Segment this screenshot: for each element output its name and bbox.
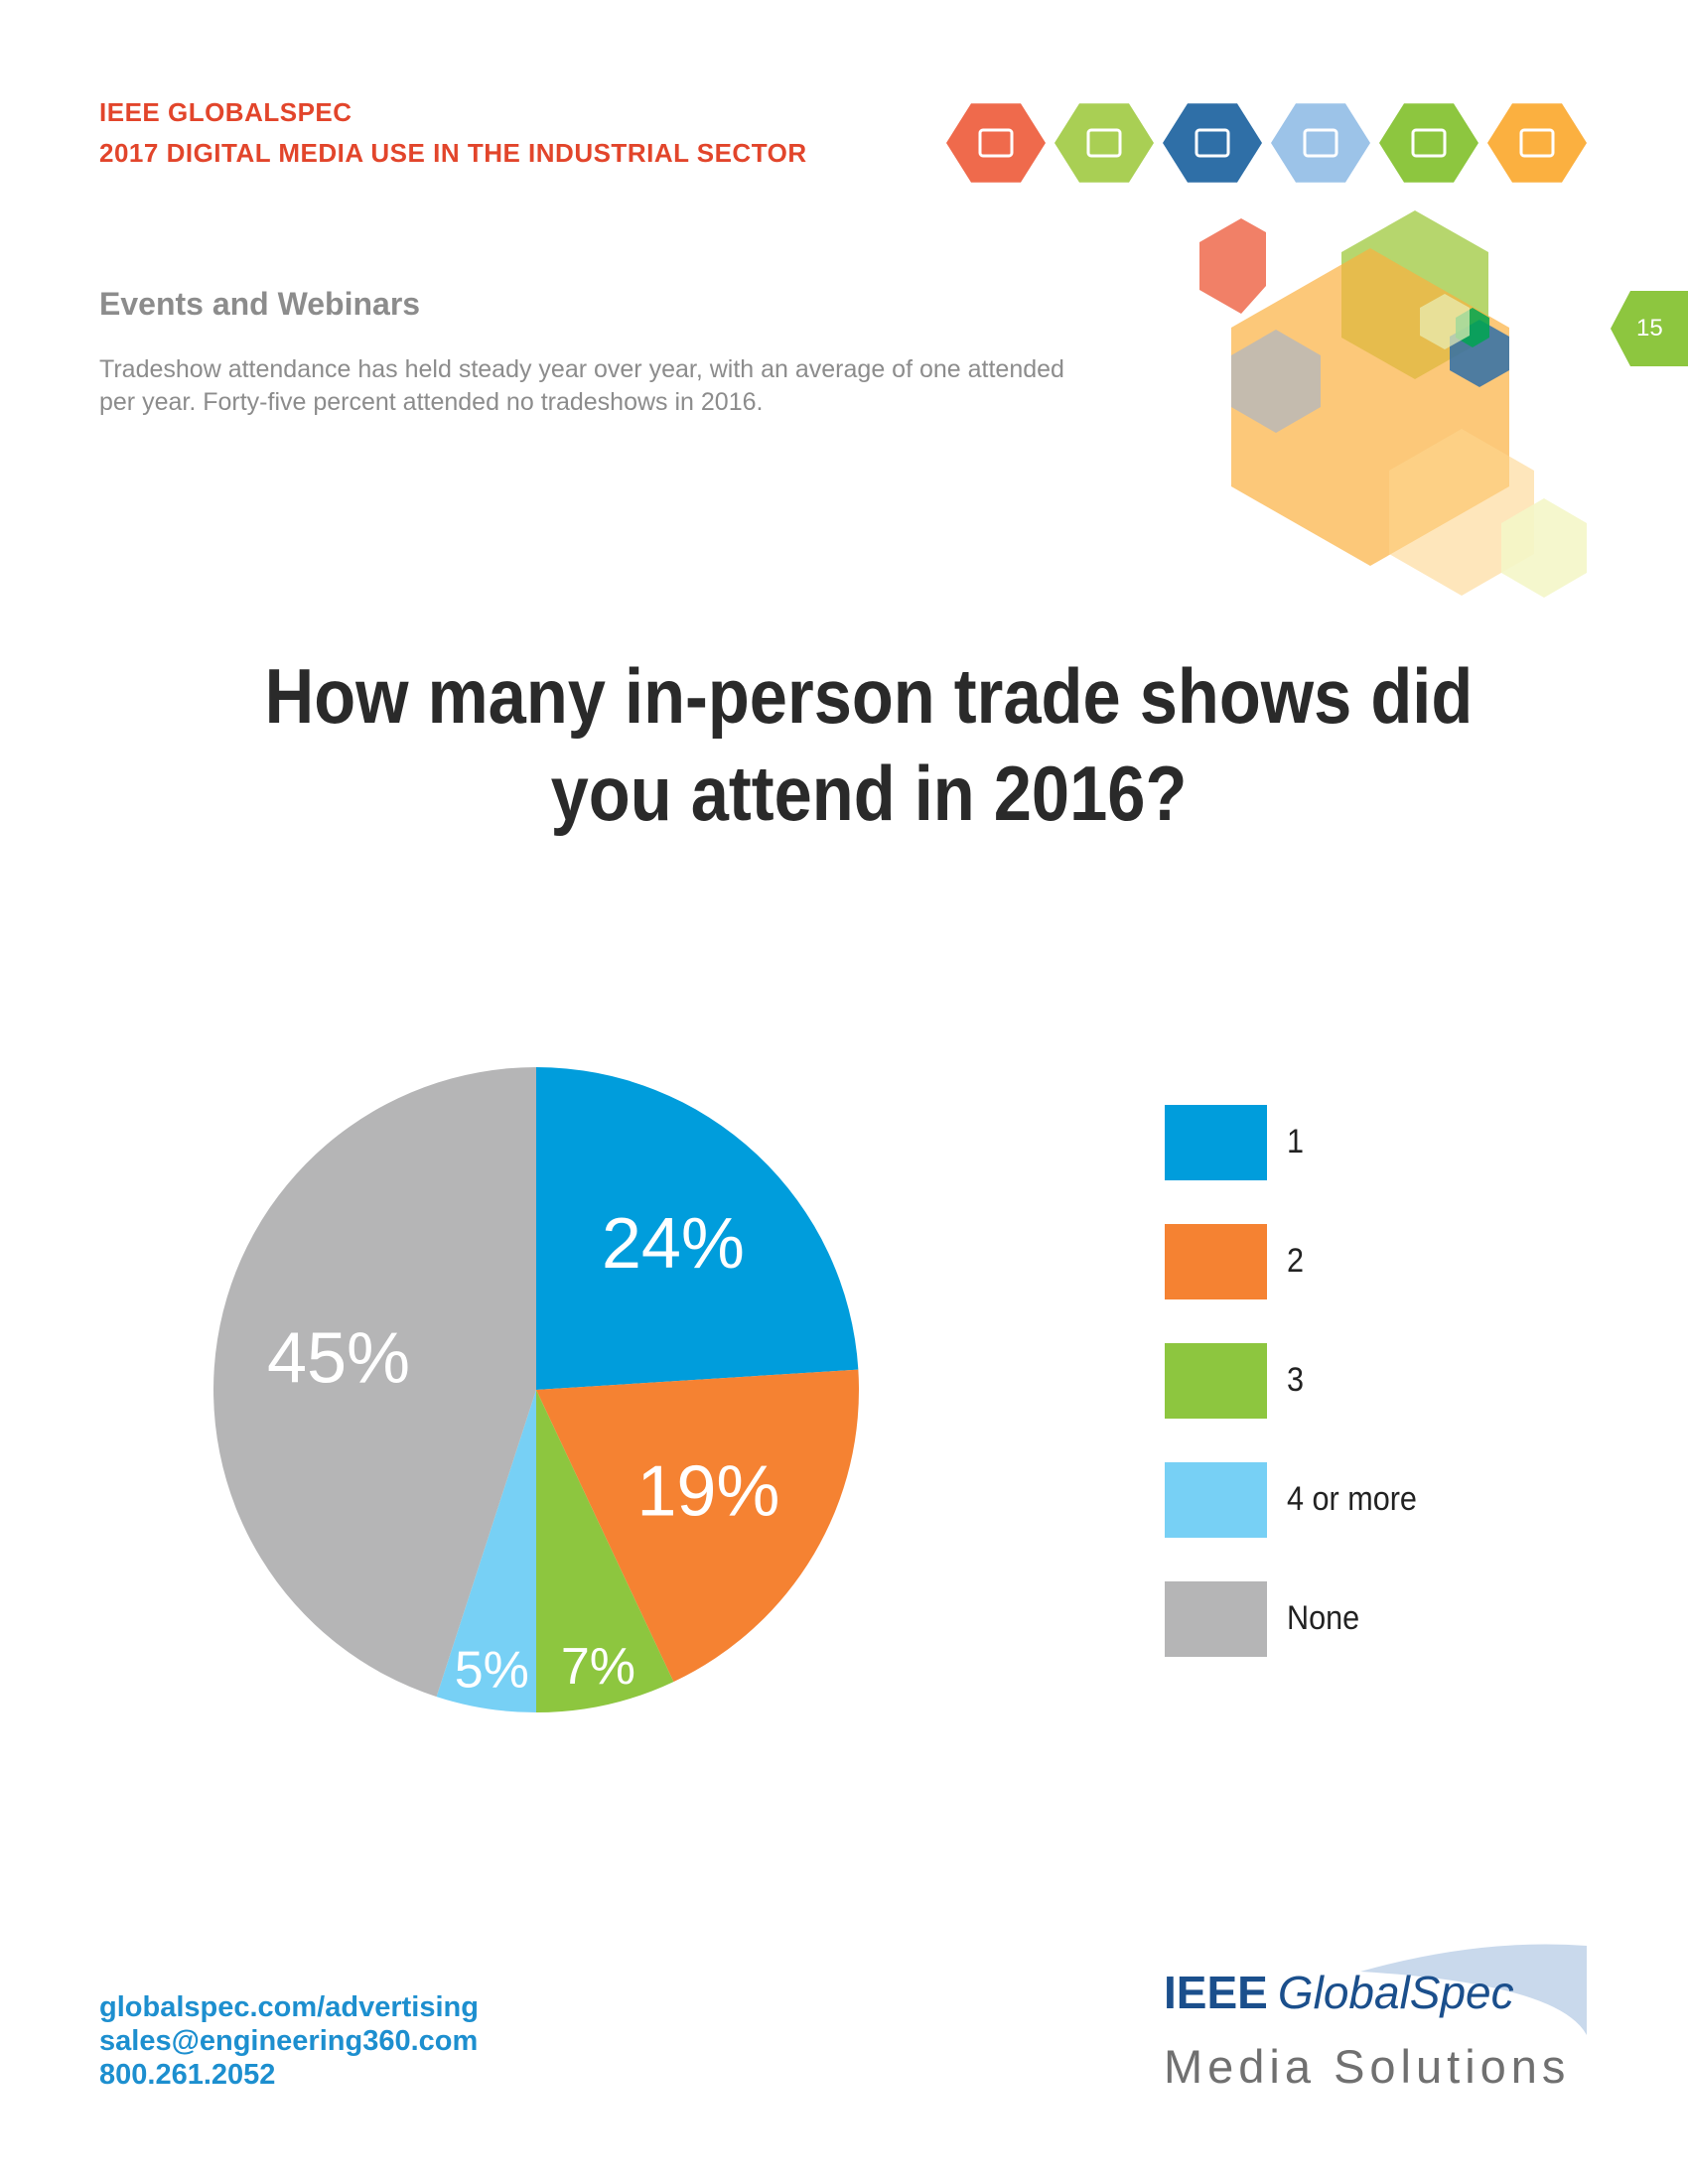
presentation-icon <box>1163 103 1262 183</box>
hex-gray-decoration <box>1231 330 1321 433</box>
pie-slice-1 <box>536 1067 859 1390</box>
chart-title: How many in-person trade shows did you a… <box>264 652 1474 837</box>
hex-pale-decoration <box>1501 498 1587 598</box>
hex-lime-decoration <box>1420 294 1470 349</box>
pie-label-2: 19% <box>636 1452 779 1532</box>
logo: IEEE GlobalSpec <box>1164 1966 1514 2019</box>
pie-slice-none <box>213 1067 536 1698</box>
legend-label: 2 <box>1287 1242 1305 1280</box>
pie-slice-4-or-more <box>436 1390 536 1712</box>
pie-label-3: 7% <box>561 1638 635 1696</box>
hex-light-orange-decoration <box>1389 429 1534 596</box>
book-icon <box>1379 103 1478 183</box>
legend-swatch <box>1165 1224 1267 1299</box>
pie-chart: 24% 19% 7% 5% 45% <box>213 1067 860 1712</box>
logo-tagline: Media Solutions <box>1164 2040 1571 2093</box>
pie-label-4-or-more: 5% <box>455 1642 529 1700</box>
email-target-icon <box>1271 103 1370 183</box>
pie-label-1: 24% <box>602 1204 745 1284</box>
pie-label-none: 45% <box>267 1319 410 1399</box>
page-number: 15 <box>1636 315 1663 341</box>
legend-swatch <box>1165 1105 1267 1180</box>
legend-label: None <box>1287 1599 1360 1637</box>
footer-email-link[interactable]: sales@engineering360.com <box>99 2025 479 2057</box>
logo-swoosh <box>1360 1944 1587 2035</box>
legend-swatch <box>1165 1343 1267 1419</box>
legend-label: 1 <box>1287 1123 1305 1160</box>
page-number-tab <box>1611 291 1688 366</box>
legend-swatch <box>1165 1581 1267 1657</box>
pie-slice-2 <box>536 1369 860 1683</box>
hex-red-decoration <box>1199 218 1266 314</box>
legend-label: 4 or more <box>1287 1480 1417 1518</box>
header-icon-row <box>946 103 1587 183</box>
logo-name: GlobalSpec <box>1277 1967 1514 2018</box>
report-publisher: IEEE GLOBALSPEC <box>99 97 352 127</box>
section-intro: Tradeshow attendance has held steady yea… <box>99 355 1064 416</box>
search-icon <box>1487 103 1587 183</box>
section-heading: Events and Webinars <box>99 286 421 322</box>
legend-label: 3 <box>1287 1361 1305 1399</box>
footer-phone: 800.261.2052 <box>99 2059 276 2091</box>
website-icon <box>1055 103 1154 183</box>
newspaper-icon <box>946 103 1046 183</box>
legend-swatch <box>1165 1462 1267 1538</box>
logo-prefix: IEEE <box>1164 1967 1268 2018</box>
report-title: 2017 DIGITAL MEDIA USE IN THE INDUSTRIAL… <box>99 138 807 168</box>
decorative-hexagons <box>1199 210 1587 598</box>
pie-slice-3 <box>536 1390 674 1712</box>
footer-url-link[interactable]: globalspec.com/advertising <box>99 1991 479 2023</box>
